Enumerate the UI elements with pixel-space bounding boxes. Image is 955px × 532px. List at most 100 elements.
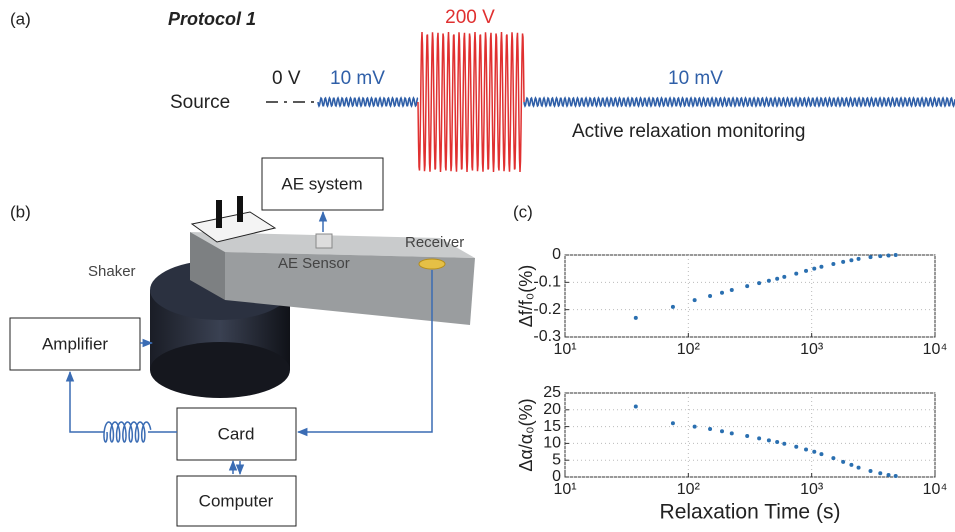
amplifier-label: Amplifier bbox=[42, 334, 108, 353]
y-axis-label: Δα/α₀(%) bbox=[516, 398, 536, 471]
x-tick-label: 10² bbox=[677, 481, 701, 498]
card-label: Card bbox=[218, 424, 255, 443]
receiver-label: Receiver bbox=[405, 234, 464, 251]
y-axis-label: Δf/f₀(%) bbox=[516, 265, 536, 328]
bolt bbox=[216, 200, 222, 228]
data-point bbox=[745, 434, 750, 439]
data-point bbox=[633, 315, 638, 320]
data-point bbox=[893, 473, 898, 478]
zero-label: 0 V bbox=[272, 68, 301, 89]
waves bbox=[317, 31, 955, 173]
ae-sensor-label: AE Sensor bbox=[278, 255, 350, 272]
data-point bbox=[849, 258, 854, 263]
y-tick-label: 0 bbox=[552, 468, 561, 485]
ae-system-box bbox=[261, 157, 384, 211]
data-point bbox=[633, 404, 638, 409]
data-point bbox=[804, 268, 809, 273]
data-point bbox=[794, 271, 799, 276]
x-tick-label: 10³ bbox=[800, 341, 824, 358]
data-point bbox=[812, 266, 817, 271]
y-tick-label: -0.3 bbox=[533, 328, 561, 345]
data-point bbox=[868, 468, 873, 473]
data-point bbox=[831, 262, 836, 267]
data-point bbox=[782, 274, 787, 279]
data-point bbox=[841, 459, 846, 464]
shaker-label: Shaker bbox=[88, 263, 136, 280]
data-point bbox=[692, 298, 697, 303]
y-tick-label: 15 bbox=[543, 418, 561, 435]
data-point bbox=[757, 436, 762, 441]
data-point bbox=[782, 441, 787, 446]
x-tick-label: 10⁴ bbox=[923, 341, 948, 358]
data-point bbox=[878, 471, 883, 476]
data-point bbox=[775, 276, 780, 281]
y-tick-label: 10 bbox=[543, 435, 561, 452]
panel-label: (c) bbox=[513, 202, 533, 221]
data-point bbox=[708, 294, 713, 298]
ae-sensor bbox=[315, 233, 333, 249]
shaker-base bbox=[150, 342, 290, 398]
data-point bbox=[868, 255, 873, 260]
plot-area bbox=[564, 254, 936, 338]
data-point bbox=[766, 278, 771, 283]
data-point bbox=[886, 472, 891, 477]
wave bbox=[317, 96, 419, 108]
data-point bbox=[766, 438, 771, 443]
bolt bbox=[237, 196, 243, 222]
coil bbox=[103, 421, 152, 443]
caption: Active relaxation monitoring bbox=[572, 121, 805, 142]
x-tick-label: 10¹ bbox=[553, 341, 576, 358]
data-point bbox=[841, 259, 846, 264]
y-tick-label: -0.2 bbox=[533, 301, 561, 318]
panel-label: (b) bbox=[10, 202, 31, 221]
data-point bbox=[819, 264, 824, 269]
y-tick-label: 0 bbox=[552, 246, 561, 263]
wire bbox=[65, 370, 104, 433]
data-point bbox=[708, 426, 713, 431]
ae-system-label: AE system bbox=[281, 174, 362, 193]
data-point bbox=[856, 256, 861, 261]
data-point bbox=[856, 465, 861, 470]
x-axis-label: Relaxation Time (s) bbox=[660, 501, 841, 524]
receiver bbox=[418, 258, 446, 270]
wire bbox=[296, 270, 433, 437]
data-point bbox=[720, 429, 725, 434]
data-point bbox=[720, 290, 725, 295]
data-point bbox=[819, 452, 824, 457]
y-tick-label: 20 bbox=[543, 401, 561, 418]
y-tick-label: 25 bbox=[543, 384, 561, 401]
data-point bbox=[670, 304, 675, 309]
data-point bbox=[886, 253, 891, 258]
data-point bbox=[878, 254, 883, 259]
data-point bbox=[757, 281, 762, 286]
data-point bbox=[794, 444, 799, 449]
x-tick-label: 10² bbox=[677, 341, 701, 358]
x-tick-label: 10³ bbox=[800, 481, 824, 498]
data-point bbox=[729, 431, 734, 436]
low-label: 10 mV bbox=[330, 68, 385, 89]
amplifier-box bbox=[9, 317, 141, 371]
computer-label: Computer bbox=[199, 491, 274, 510]
y-tick-label: 5 bbox=[552, 451, 561, 468]
data-point bbox=[849, 462, 854, 467]
data-point bbox=[729, 287, 734, 292]
source-label: Source bbox=[170, 92, 230, 113]
data-point bbox=[831, 456, 836, 461]
x-tick-label: 10⁴ bbox=[923, 481, 948, 498]
protocol-title: Protocol 1 bbox=[168, 9, 256, 29]
beam-front bbox=[225, 252, 475, 325]
wave bbox=[417, 31, 525, 173]
beam-side bbox=[190, 232, 225, 300]
data-point bbox=[775, 440, 780, 445]
data-point bbox=[812, 449, 817, 454]
data-point bbox=[804, 447, 809, 452]
y-tick-label: -0.1 bbox=[533, 274, 561, 291]
wave bbox=[523, 96, 955, 108]
panel-label: (a) bbox=[10, 9, 31, 28]
low-label: 10 mV bbox=[668, 68, 723, 89]
data-point bbox=[745, 284, 750, 289]
clamp bbox=[190, 211, 277, 243]
data-point bbox=[670, 421, 675, 426]
